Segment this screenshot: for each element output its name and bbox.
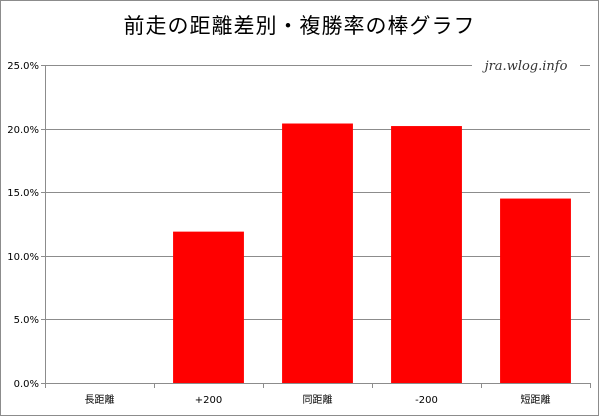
watermark-background bbox=[472, 55, 580, 75]
y-tick-labels: 0.0% 5.0% 10.0% 15.0% 20.0% 25.0% bbox=[7, 61, 39, 390]
x-tick-label: -200 bbox=[415, 395, 438, 406]
watermark: jra.wlog.info bbox=[482, 59, 568, 74]
bar bbox=[500, 198, 571, 383]
bar bbox=[173, 231, 244, 383]
y-tick-label: 20.0% bbox=[7, 125, 39, 136]
watermark-group: jra.wlog.info bbox=[472, 55, 580, 75]
y-tick-label: 10.0% bbox=[7, 252, 39, 263]
chart-title: 前走の距離差別・複勝率の棒グラフ bbox=[123, 14, 476, 38]
y-tick-label: 15.0% bbox=[7, 188, 39, 199]
y-tick-label: 0.0% bbox=[14, 379, 39, 390]
bar bbox=[282, 123, 353, 384]
x-tick-label: +200 bbox=[195, 395, 222, 406]
x-tick-label: 同距離 bbox=[303, 393, 333, 406]
y-tick-label: 5.0% bbox=[14, 315, 39, 326]
y-tick-label: 25.0% bbox=[7, 61, 39, 72]
axes bbox=[41, 65, 591, 388]
x-tick-label: 長距離 bbox=[85, 393, 115, 406]
bar bbox=[391, 126, 462, 383]
bars bbox=[173, 123, 571, 384]
x-tick-labels: 長距離 +200 同距離 -200 短距離 bbox=[85, 393, 551, 406]
x-tick-label: 短距離 bbox=[521, 393, 551, 406]
